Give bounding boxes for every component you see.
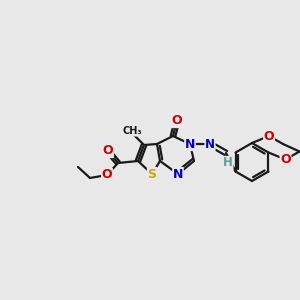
Text: O: O [264, 130, 274, 142]
Text: S: S [148, 167, 157, 181]
Text: N: N [185, 137, 195, 151]
Text: O: O [172, 115, 182, 128]
Text: CH₃: CH₃ [122, 126, 142, 136]
Text: O: O [103, 145, 113, 158]
Text: N: N [205, 137, 215, 151]
Text: N: N [173, 167, 183, 181]
Text: O: O [102, 169, 112, 182]
Text: H: H [223, 157, 233, 169]
Text: O: O [280, 153, 291, 166]
